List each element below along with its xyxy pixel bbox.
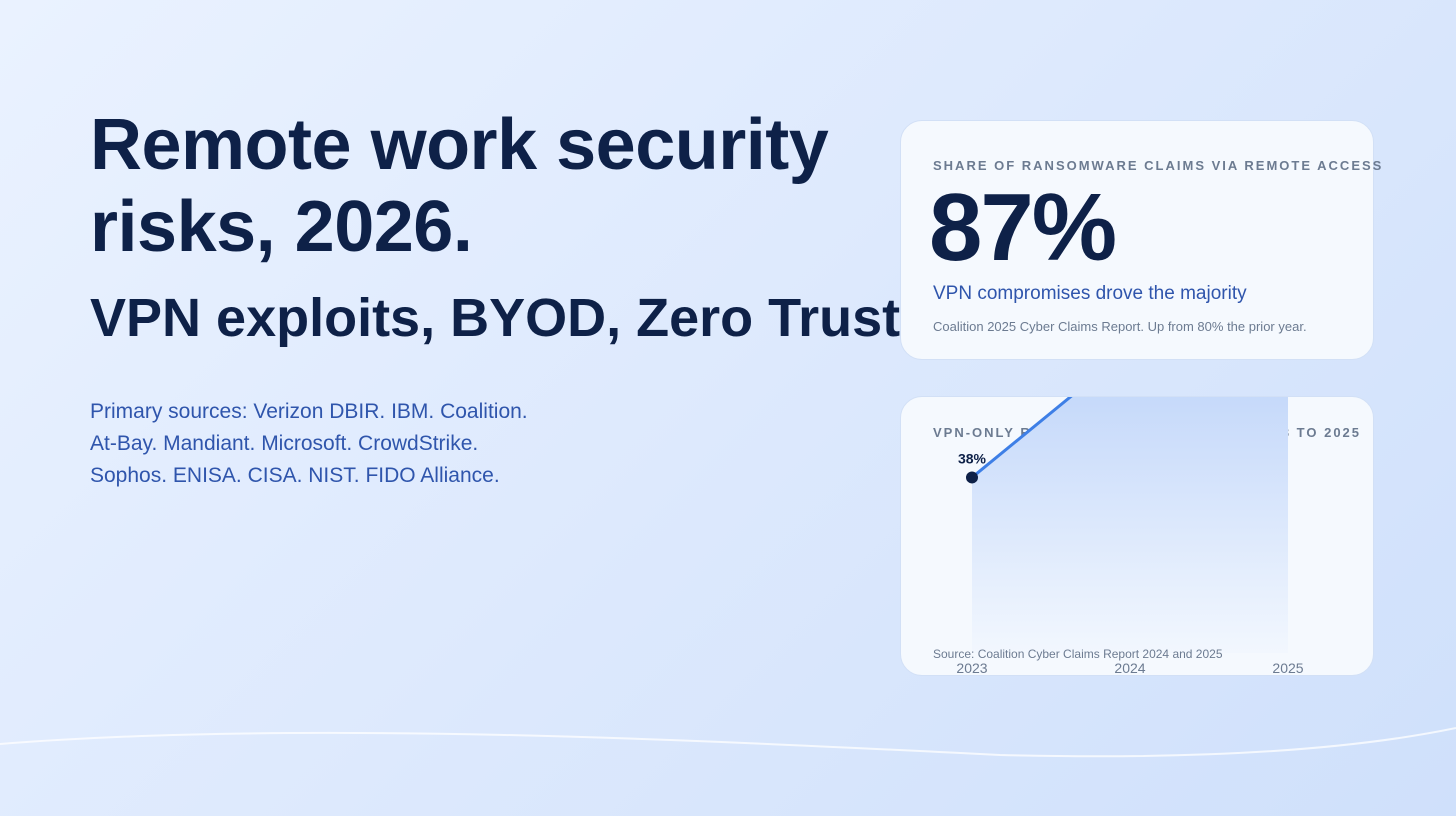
page-title: Remote work security risks, 2026.	[90, 105, 829, 267]
stat-caption: VPN compromises drove the majority	[933, 283, 1247, 304]
stat-eyebrow: SHARE OF RANSOMWARE CLAIMS VIA REMOTE AC…	[933, 158, 1384, 173]
series-area	[972, 397, 1288, 653]
x-tick-label-2025: 2025	[1272, 660, 1303, 676]
chart-source: Source: Coalition Cyber Claims Report 20…	[933, 647, 1223, 661]
x-tick-label-2024: 2024	[1114, 660, 1145, 676]
x-tick-label-2023: 2023	[956, 660, 987, 676]
series-line	[971, 397, 1073, 479]
ransomware-stat-card: SHARE OF RANSOMWARE CLAIMS VIA REMOTE AC…	[900, 120, 1381, 360]
data-label-2023: 38%	[958, 450, 987, 466]
sources-line: Primary sources: Verizon DBIR. IBM. Coal…	[90, 400, 528, 423]
sources-line: At-Bay. Mandiant. Microsoft. CrowdStrike…	[90, 432, 479, 455]
stat-note: Coalition 2025 Cyber Claims Report. Up f…	[933, 319, 1307, 334]
vpn-intrusions-chart-card: VPN-ONLY RANSOMWARE INTRUSIONS, 2023 TO …	[900, 396, 1374, 676]
page-subtitle: VPN exploits, BYOD, Zero Trust	[90, 288, 900, 348]
big-stat-value: 87%	[929, 174, 1117, 281]
sources-line: Sophos. ENISA. CISA. NIST. FIDO Alliance…	[90, 464, 500, 487]
decorative-wave	[0, 727, 1456, 758]
area-chart: 38%202366%202473%2025	[956, 397, 1304, 676]
data-point-2023	[966, 471, 978, 484]
sources-list: Primary sources: Verizon DBIR. IBM. Coal…	[90, 396, 528, 492]
